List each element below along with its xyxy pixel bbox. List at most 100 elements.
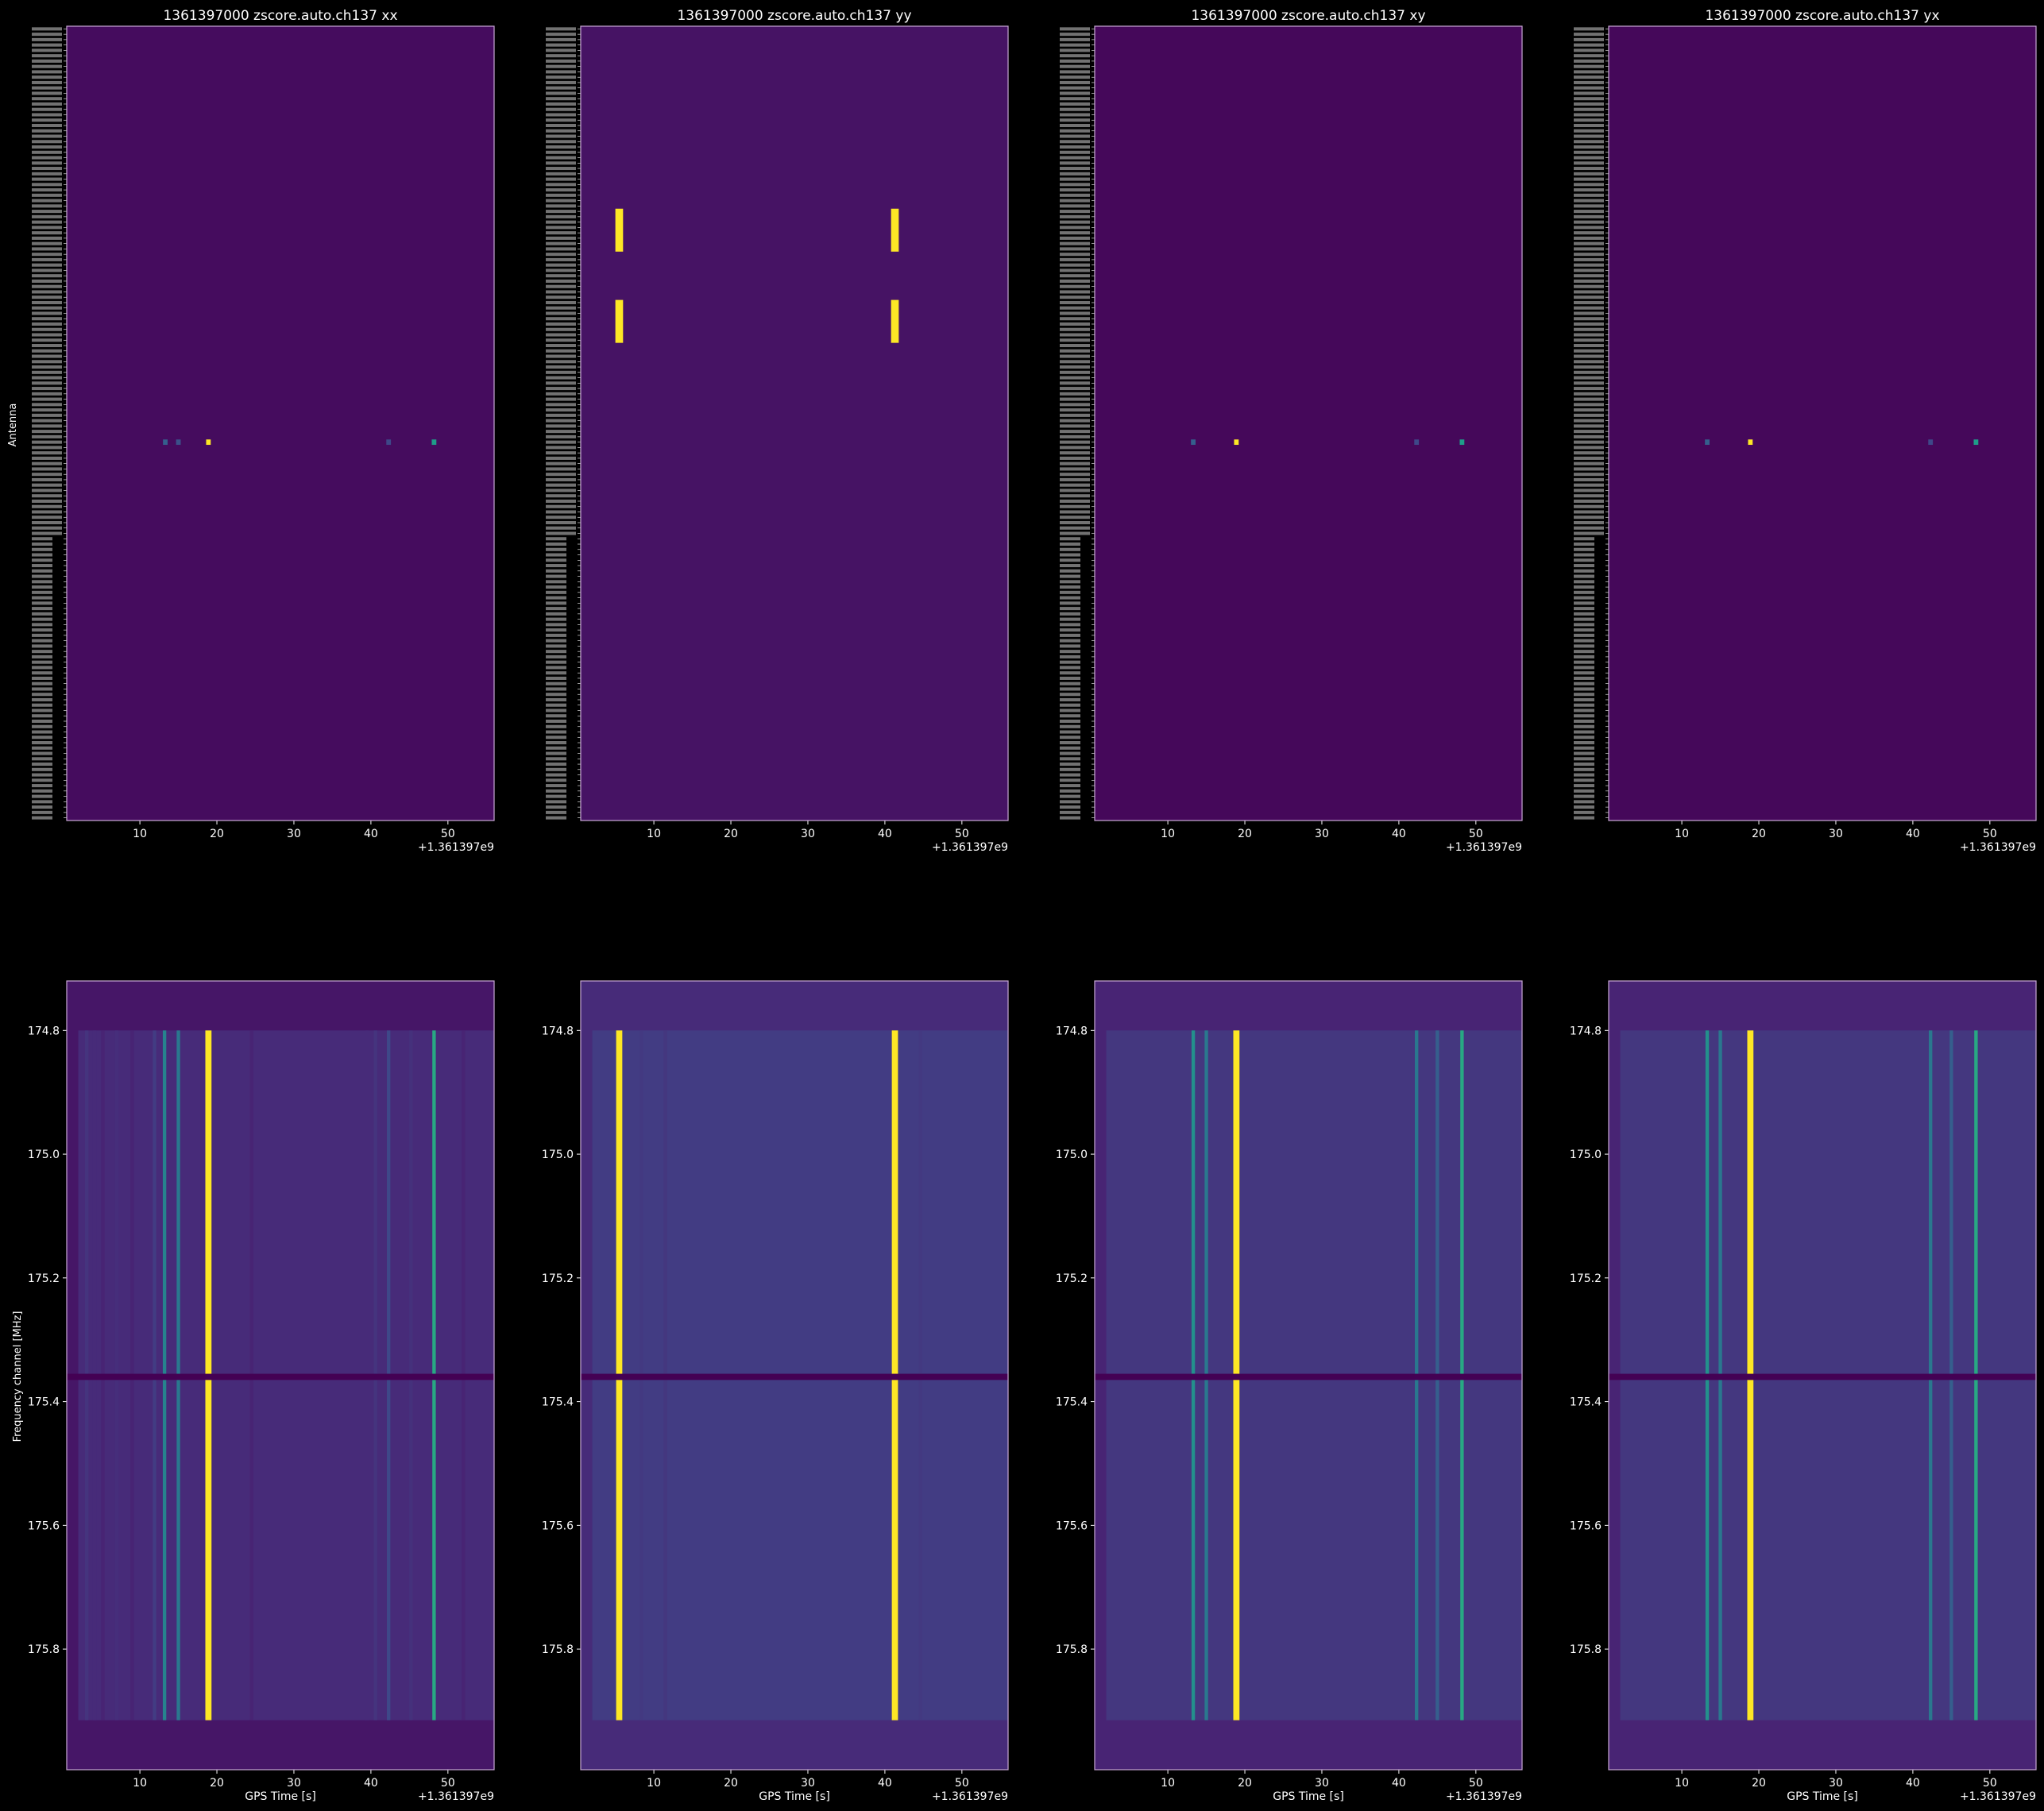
antenna-tick-label [1060,156,1090,160]
antenna-tick-label [1574,118,1604,122]
antenna-tick-label [1060,623,1080,627]
antenna-tick-label [546,531,576,535]
antenna-tick-label [32,253,62,257]
antenna-tick-label [32,370,62,374]
antenna-tick-label [546,800,566,804]
antenna-tick-label [546,413,576,417]
y-tick-label: 175.0 [1570,1149,1602,1161]
x-tick-label: 30 [1829,1777,1843,1790]
antenna-tick-label [546,129,576,133]
hot-cell [1459,439,1465,446]
antenna-tick-label [546,123,576,128]
x-axis-label: GPS Time [s] [1787,1790,1858,1803]
antenna-tick-label [1574,644,1594,648]
antenna-tick-label [32,263,62,267]
x-tick-label: 10 [1675,1777,1689,1790]
antenna-tick-label [546,789,566,793]
antenna-tick-label [32,236,62,240]
antenna-tick-label [546,214,576,218]
antenna-tick-label [1574,376,1604,380]
hot-cell [891,208,899,252]
antenna-tick-label [32,488,62,492]
antenna-tick-label [1574,241,1604,245]
antenna-tick-label [1060,682,1080,685]
x-tick-label: 20 [1238,1777,1252,1790]
antenna-tick-label [32,660,52,664]
antenna-tick-label [546,682,566,685]
antenna-tick-label [1574,370,1604,374]
antenna-tick-label [32,80,62,84]
antenna-tick-label [1060,306,1090,310]
antenna-tick-label [32,757,52,761]
antenna-tick-label [1060,440,1090,444]
antenna-tick-label [32,773,52,777]
antenna-tick-label [32,590,52,594]
antenna-tick-label [1060,461,1090,465]
antenna-tick-label [546,601,566,605]
antenna-tick-label [1574,80,1604,84]
antenna-tick-label [546,370,576,374]
antenna-tick-label [546,311,576,315]
antenna-tick-label [1060,349,1090,353]
x-tick-label: 40 [1392,828,1406,840]
antenna-tick-label [546,757,566,761]
antenna-tick-label [1574,167,1604,171]
antenna-tick-marks [32,27,67,820]
antenna-tick-label [1060,666,1080,670]
antenna-tick-label [546,730,566,734]
y-tick-label: 175.6 [28,1519,60,1532]
antenna-tick-label [1060,451,1090,455]
antenna-tick-label [546,70,576,74]
antenna-tick-label [546,547,566,551]
antenna-tick-label [1060,434,1090,438]
x-tick-label: 30 [1315,1777,1329,1790]
antenna-tick-label [1060,800,1080,804]
antenna-tick-label [32,789,52,793]
antenna-tick-label [546,633,566,637]
x-tick-label: 30 [801,1777,815,1790]
antenna-tick-label [1574,660,1594,664]
antenna-tick-label [546,220,576,224]
antenna-tick-label [32,461,62,465]
antenna-tick-label [1060,671,1080,675]
antenna-tick-label [1060,719,1080,724]
antenna-tick-label [1574,601,1594,605]
antenna-tick-label [1060,253,1090,257]
antenna-tick-label [32,547,52,551]
antenna-tick-label [1060,263,1090,267]
antenna-tick-label [1574,574,1594,578]
y-tick-label: 175.0 [1056,1149,1088,1161]
antenna-tick-label [546,741,566,745]
antenna-tick-label [1574,413,1604,417]
antenna-tick-label [1574,617,1594,621]
antenna-tick-label [546,628,566,632]
hot-cell [431,439,437,446]
antenna-tick-label [1574,199,1604,203]
antenna-tick-label [546,494,576,498]
antenna-tick-label [546,75,576,79]
y-tick-label: 174.8 [1056,1025,1088,1037]
antenna-tick-label [1060,499,1090,503]
antenna-tick-label [1060,564,1080,568]
antenna-tick-label [1574,623,1594,627]
antenna-tick-label [1060,805,1080,809]
axes-frame [66,980,495,1770]
antenna-tick-label [1060,784,1080,788]
antenna-tick-label [546,33,576,37]
antenna-tick-label [32,682,52,685]
antenna-tick-label [546,590,566,594]
antenna-tick-label [546,488,576,492]
antenna-tick-label [1574,43,1604,47]
antenna-tick-label [546,810,566,814]
antenna-tick-label [1574,387,1604,391]
x-offset-text: +1.361397e9 [1960,841,2036,854]
antenna-tick-label [1574,736,1594,739]
antenna-tick-label [32,317,62,321]
antenna-tick-label [1574,483,1604,487]
antenna-tick-label [1060,724,1080,728]
x-tick-label: 20 [210,828,224,840]
antenna-tick-label [1060,172,1090,176]
antenna-tick-label [1574,354,1604,358]
y-tick-label: 175.4 [1570,1396,1602,1409]
antenna-tick-label [546,150,576,154]
